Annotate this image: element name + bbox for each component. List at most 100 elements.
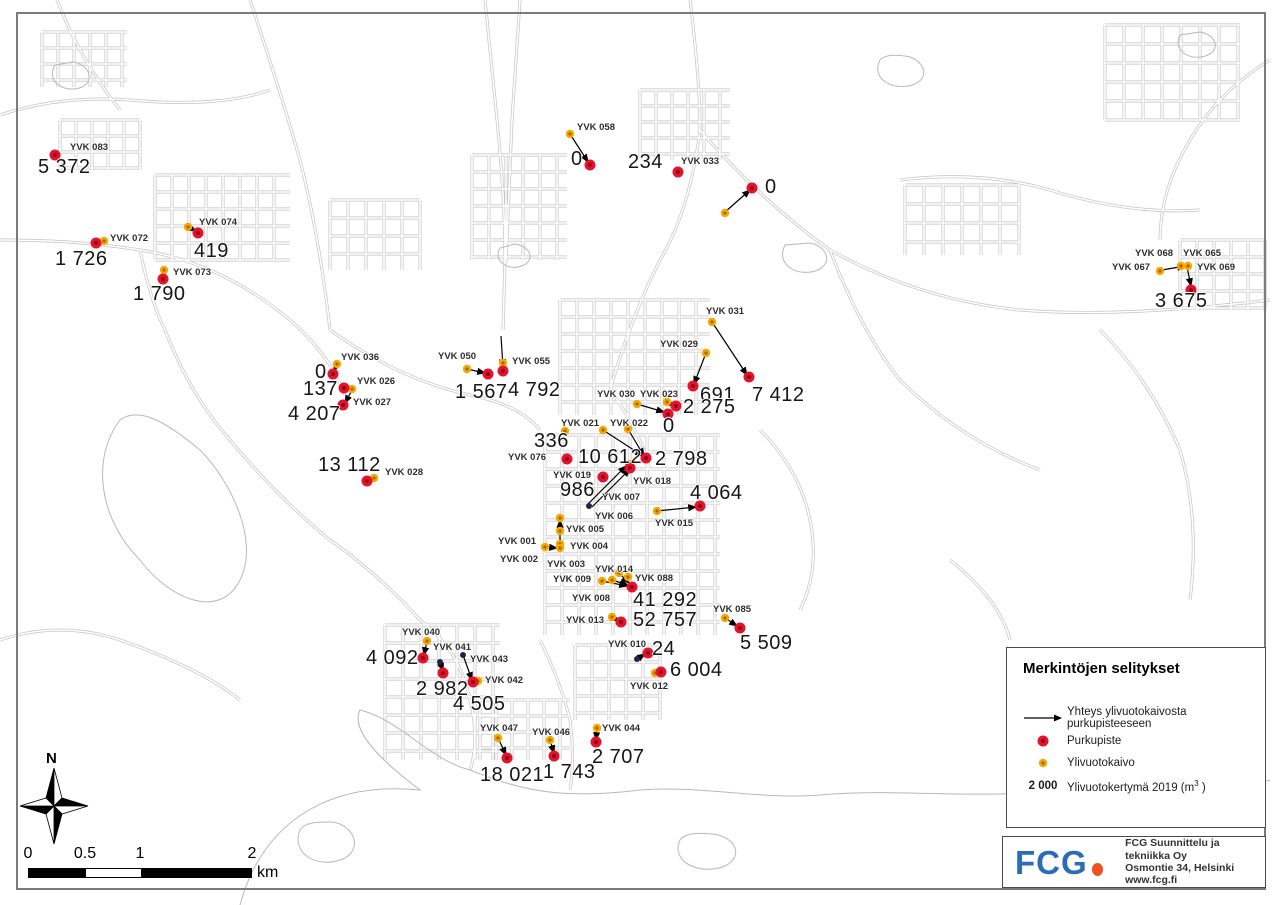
purkupiste-dot (743, 371, 755, 383)
ylivuotokaivo-dot (555, 543, 565, 553)
ylivuotokaivo-dot (707, 317, 717, 327)
purkupiste-dot (49, 149, 61, 161)
fcg-logo-dot-icon (1091, 862, 1104, 876)
purkupiste-dot (1185, 284, 1197, 296)
scale-bar-segments (28, 868, 252, 878)
fcg-address: FCG Suunnittelu ja tekniikka Oy Osmontie… (1125, 837, 1235, 887)
ylivuotokaivo-dot (623, 424, 633, 434)
arrow-node-dot (460, 652, 466, 658)
purkupiste-dot (361, 475, 373, 487)
purkupiste-dot (590, 736, 602, 748)
ylivuotokaivo-dot (565, 129, 575, 139)
purkupiste-dot (662, 408, 674, 420)
ylivuotokaivo-dot (598, 425, 608, 435)
purkupiste-dot (337, 399, 349, 411)
ylivuotokaivo-dot (701, 348, 711, 358)
ylivuotokaivo-dot (632, 399, 642, 409)
purkupiste-dot (497, 365, 509, 377)
purkupiste-dot (157, 273, 169, 285)
purkupiste-icon (1023, 734, 1063, 748)
purkupiste-dot (338, 382, 350, 394)
north-label: N (46, 750, 57, 767)
legend-connection-label: Yhteys ylivuotokaivosta purkupisteeseen (1067, 706, 1187, 730)
ylivuotokaivo-dot (99, 236, 109, 246)
legend-amount-label: Ylivuotokertymä 2019 (m3 ) (1067, 778, 1206, 794)
scale-tick-label: 1 (135, 845, 145, 862)
purkupiste-dot (642, 647, 654, 659)
connection-line (656, 504, 698, 512)
ylivuotokaivo-dot (159, 265, 169, 275)
purkupiste-dot (734, 622, 746, 634)
scale-tick-label: 2 (247, 845, 257, 862)
ylivuotokaivo-dot (662, 397, 672, 407)
arrow-node-dot (634, 656, 640, 662)
legend-purkupiste-label: Purkupiste (1067, 735, 1122, 747)
connection-line (693, 352, 707, 386)
purkupiste-dot (687, 380, 699, 392)
ylivuotokaivo-dot (592, 723, 602, 733)
arrow-node-dot (437, 659, 443, 665)
connection-lines (187, 133, 1193, 757)
purkupiste-dot (437, 667, 449, 679)
scale-tick-label: 0.5 (73, 845, 97, 862)
connection-line (627, 428, 645, 458)
legend-title: Merkintöjen selitykset (1023, 660, 1180, 677)
ylivuotokaivo-dot (607, 575, 617, 585)
fcg-box: FCG FCG Suunnittelu ja tekniikka Oy Osmo… (1002, 836, 1266, 888)
legend-yli-label: Ylivuotokaivo (1067, 757, 1135, 769)
scale-unit: km (257, 864, 279, 881)
ylivuotokaivo-dot (1176, 261, 1186, 271)
connection-line (711, 321, 748, 377)
ylivuotokaivo-dot (498, 358, 508, 368)
ylivuotokaivo-dot (607, 612, 617, 622)
connection-line (602, 429, 645, 457)
purkupiste-dot (672, 166, 684, 178)
connection-line (569, 133, 589, 164)
ylivuotokaivo-dot (493, 733, 503, 743)
purkupiste-dot (626, 581, 638, 593)
ylivuotokaivo-dot (545, 735, 555, 745)
ylivuotokaivo-dot (720, 613, 730, 623)
legend-box: Merkintöjen selitykset Yhteys ylivuotoka… (1006, 647, 1266, 828)
point-symbols (49, 129, 1197, 764)
connection-line (591, 468, 631, 508)
purkupiste-dot (597, 471, 609, 483)
purkupiste-dot (584, 159, 596, 171)
ylivuotokaivo-dot (597, 576, 607, 586)
legend-amount-example: 2 000 (1028, 780, 1058, 792)
ylivuotokaivo-dot (555, 526, 565, 536)
ylivuotokaivo-dot (1183, 261, 1193, 271)
scale-tick-label: 0 (23, 845, 33, 862)
ylivuotokaivo-dot (347, 384, 357, 394)
purkupiste-dot (615, 616, 627, 628)
ylivuotokaivo-dot (183, 222, 193, 232)
ylivuotokaivo-dot (614, 568, 624, 578)
fcg-logo: FCG (1015, 843, 1088, 881)
connection-line (587, 465, 627, 505)
connection-line (462, 654, 473, 682)
purkupiste-dot (501, 752, 513, 764)
purkupiste-dot (561, 453, 573, 465)
purkupiste-dot (417, 652, 429, 664)
ylivuotokaivo-dot (720, 208, 730, 218)
ylivuotokaivo-dot (332, 359, 342, 369)
purkupiste-dot (467, 676, 479, 688)
ylivuotokaivo-icon (1023, 757, 1063, 769)
ylivuotokaivo-dot (652, 506, 662, 516)
purkupiste-dot (694, 500, 706, 512)
ylivuotokaivo-dot (540, 542, 550, 552)
purkupiste-dot (548, 750, 560, 762)
purkupiste-dot (670, 400, 682, 412)
purkupiste-dot (640, 452, 652, 464)
ylivuotokaivo-dot (1155, 266, 1165, 276)
ylivuotokaivo-dot (623, 572, 633, 582)
purkupiste-dot (482, 368, 494, 380)
purkupiste-dot (327, 368, 339, 380)
connection-line (724, 189, 751, 213)
arrow-node-dot (586, 503, 592, 509)
connection-arrow-icon (1023, 713, 1063, 723)
ylivuotokaivo-dot (555, 513, 565, 523)
